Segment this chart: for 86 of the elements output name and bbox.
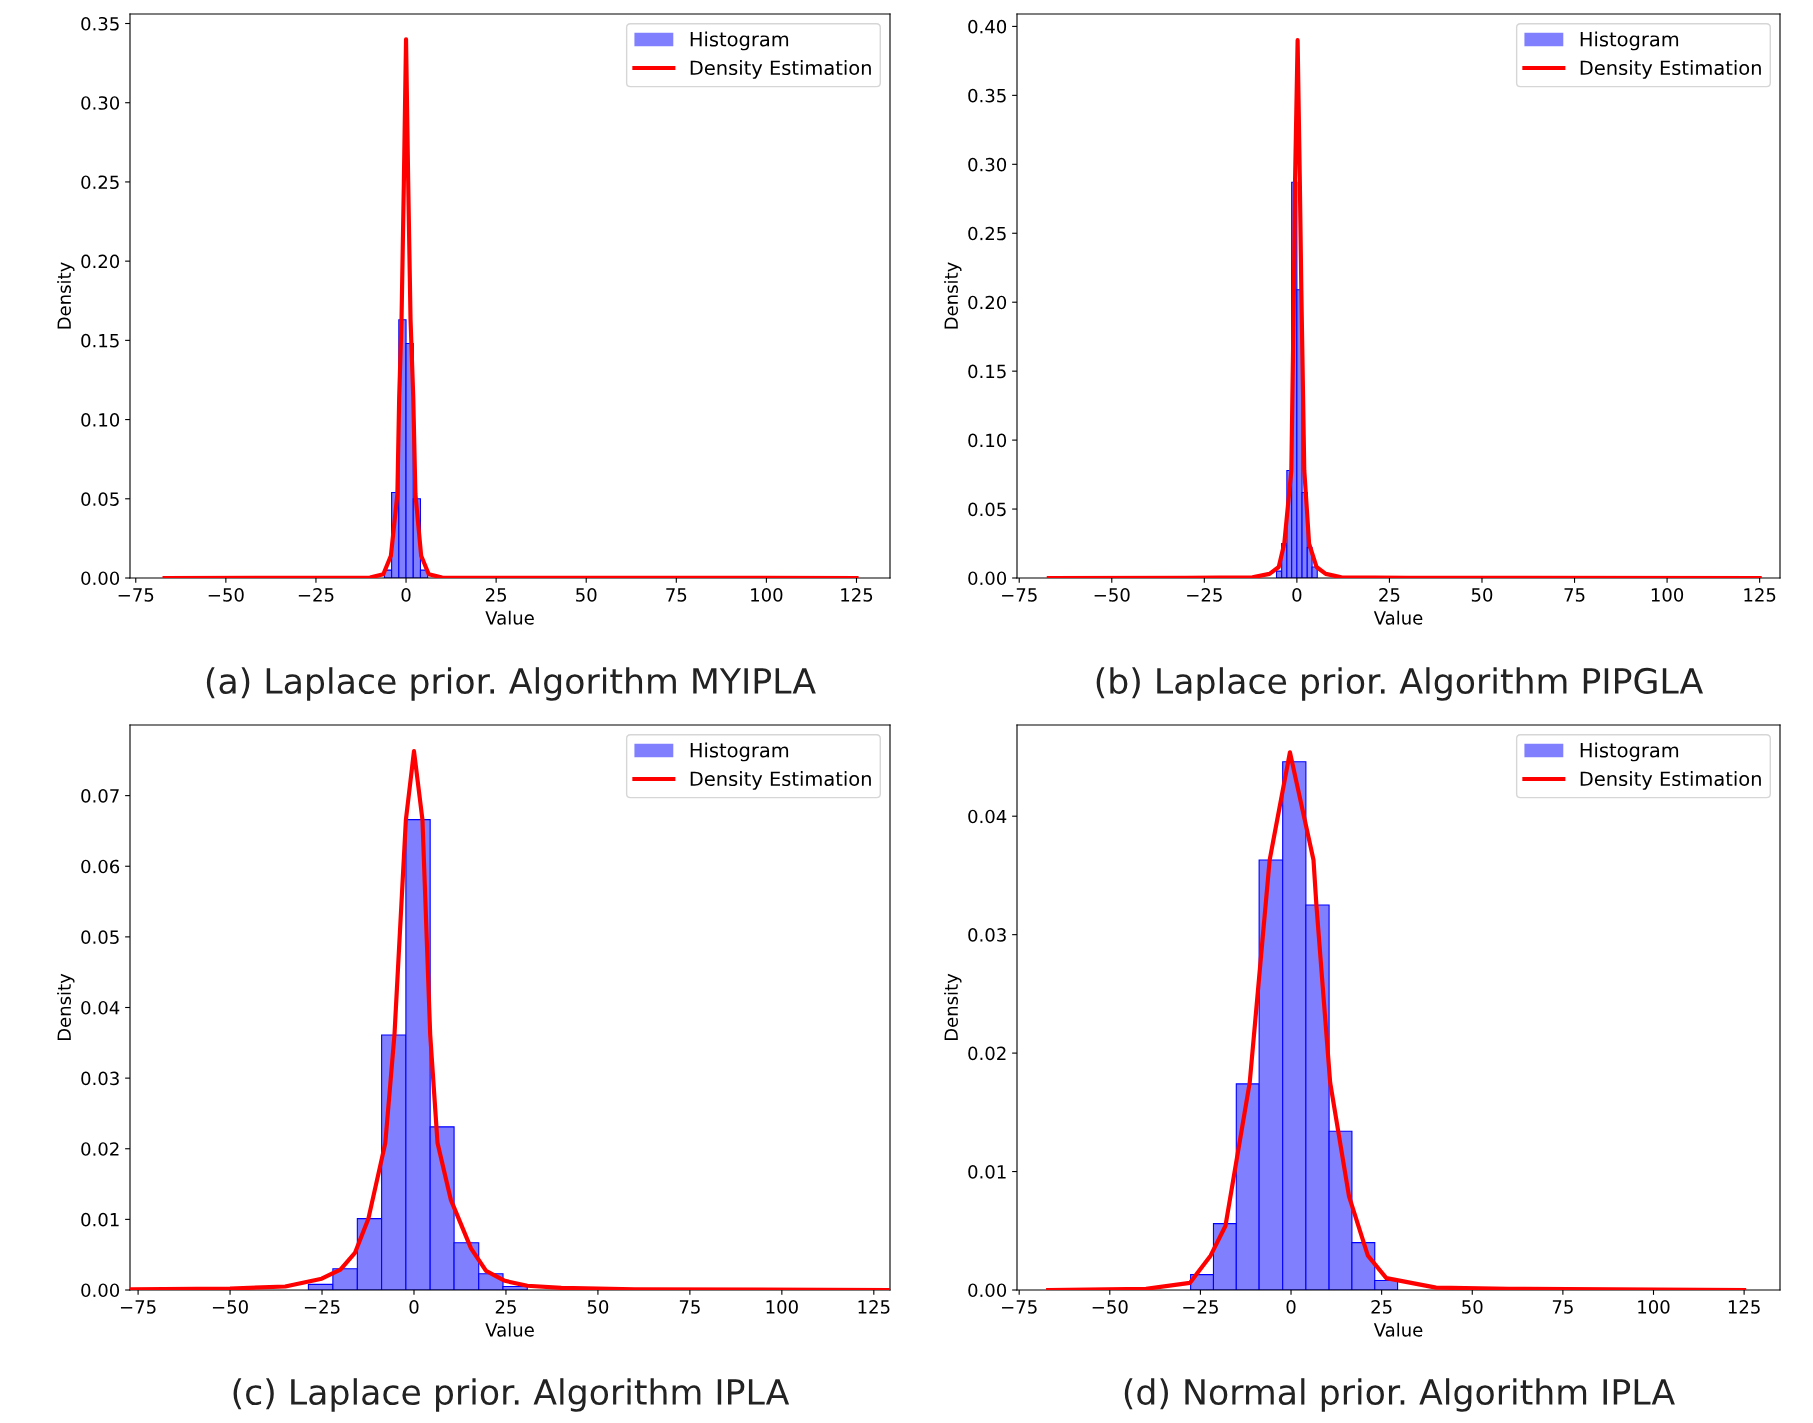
x-tick-label: 50 bbox=[1462, 1300, 1483, 1314]
x-tick-label: −50 bbox=[1094, 588, 1130, 602]
x-tick-label: 0 bbox=[1286, 1300, 1296, 1314]
x-tick-label: −50 bbox=[1092, 1300, 1128, 1314]
y-tick-label: 0.35 bbox=[81, 16, 119, 31]
legend-label: Density Estimation bbox=[1580, 60, 1761, 79]
x-axis-title: Value bbox=[1373, 1322, 1423, 1337]
legend-label: Histogram bbox=[1580, 742, 1679, 762]
x-tick-label: −25 bbox=[1187, 588, 1222, 602]
x-tick-label: 100 bbox=[766, 1300, 798, 1314]
y-tick-label: 0.30 bbox=[968, 157, 1007, 172]
y-tick-label: 0.10 bbox=[81, 413, 120, 427]
y-tick-label: 0.25 bbox=[968, 226, 1006, 241]
x-tick-label: 75 bbox=[1564, 588, 1585, 602]
x-tick-label: 100 bbox=[1651, 588, 1684, 602]
legend-label: Density Estimation bbox=[690, 60, 871, 79]
y-tick-label: 0.00 bbox=[81, 571, 120, 586]
legend-label: Histogram bbox=[1580, 31, 1679, 51]
y-tick-label: 0.25 bbox=[81, 175, 119, 190]
x-tick-label: 75 bbox=[666, 588, 687, 602]
x-axis-title: Value bbox=[485, 1322, 534, 1337]
y-axis-title: Density bbox=[944, 262, 962, 329]
y-tick-label: 0.07 bbox=[81, 789, 119, 803]
x-tick-label: 0 bbox=[409, 1300, 419, 1314]
x-tick-label: 100 bbox=[751, 588, 783, 602]
x-tick-label: −25 bbox=[304, 1300, 340, 1314]
x-tick-label: 75 bbox=[1552, 1300, 1573, 1314]
x-tick-label: 125 bbox=[1728, 1300, 1760, 1314]
x-tick-label: −75 bbox=[1002, 588, 1037, 602]
x-axis-title: Value bbox=[1373, 610, 1423, 625]
x-tick-label: 125 bbox=[841, 588, 873, 602]
y-tick-label: 0.40 bbox=[968, 19, 1007, 34]
x-tick-label: −50 bbox=[212, 1300, 248, 1314]
x-tick-label: 75 bbox=[679, 1300, 700, 1314]
y-tick-label: 0.01 bbox=[968, 1165, 1006, 1179]
x-tick-label: 50 bbox=[587, 1300, 609, 1314]
x-tick-label: 0 bbox=[401, 588, 411, 602]
text: (a) Laplace prior. Algorithm MYIPLA bbox=[206, 667, 816, 701]
y-tick-label: 0.05 bbox=[968, 502, 1006, 517]
x-tick-label: −75 bbox=[1002, 1300, 1037, 1314]
y-tick-label: 0.15 bbox=[968, 364, 1006, 379]
y-tick-label: 0.00 bbox=[968, 1283, 1007, 1298]
x-tick-label: 25 bbox=[1379, 588, 1400, 602]
y-tick-label: 0.00 bbox=[81, 1283, 120, 1298]
y-tick-label: 0.35 bbox=[968, 88, 1006, 103]
y-tick-label: 0.04 bbox=[968, 809, 1007, 824]
legend-label: Density Estimation bbox=[1580, 771, 1761, 790]
y-tick-label: 0.20 bbox=[81, 254, 120, 269]
y-tick-label: 0.05 bbox=[81, 492, 119, 506]
y-axis-title: Density bbox=[57, 262, 75, 329]
y-axis-title: Density bbox=[944, 973, 962, 1041]
text: (b) Laplace prior. Algorithm PIPGLA bbox=[1096, 667, 1704, 701]
x-tick-label: −25 bbox=[1183, 1300, 1218, 1314]
y-tick-label: 0.03 bbox=[968, 928, 1006, 942]
text: (c) Laplace prior. Algorithm IPLA bbox=[233, 1378, 790, 1412]
y-tick-label: 0.30 bbox=[81, 96, 120, 110]
x-tick-label: 0 bbox=[1292, 588, 1302, 602]
x-tick-label: 25 bbox=[1371, 1300, 1392, 1314]
x-tick-label: −50 bbox=[208, 588, 244, 602]
x-tick-label: 25 bbox=[485, 588, 507, 602]
y-tick-label: 0.04 bbox=[81, 1000, 120, 1015]
y-tick-label: 0.06 bbox=[81, 859, 120, 874]
legend-label: Histogram bbox=[690, 742, 789, 762]
y-tick-label: 0.20 bbox=[968, 295, 1007, 310]
text: (d) Normal prior. Algorithm IPLA bbox=[1124, 1378, 1675, 1412]
y-tick-label: 0.02 bbox=[81, 1142, 119, 1156]
y-tick-label: 0.10 bbox=[968, 433, 1007, 448]
x-axis-title: Value bbox=[485, 610, 534, 625]
x-tick-label: 125 bbox=[858, 1300, 890, 1314]
y-axis-title: Density bbox=[57, 973, 75, 1041]
x-tick-label: 50 bbox=[1471, 588, 1493, 602]
y-tick-label: 0.02 bbox=[968, 1046, 1006, 1061]
x-tick-label: 50 bbox=[576, 588, 597, 602]
y-tick-label: 0.03 bbox=[81, 1071, 119, 1086]
x-tick-label: −75 bbox=[118, 588, 154, 602]
y-tick-label: 0.15 bbox=[81, 333, 119, 348]
legend-label: Histogram bbox=[690, 31, 789, 51]
legend-label: Density Estimation bbox=[690, 771, 871, 790]
x-tick-label: −75 bbox=[120, 1300, 156, 1314]
x-tick-label: 100 bbox=[1638, 1300, 1670, 1314]
x-tick-label: −25 bbox=[298, 588, 334, 602]
x-tick-label: 25 bbox=[495, 1300, 516, 1314]
y-tick-label: 0.01 bbox=[81, 1212, 119, 1227]
y-tick-label: 0.00 bbox=[968, 571, 1007, 586]
x-tick-label: 125 bbox=[1744, 588, 1776, 602]
y-tick-label: 0.05 bbox=[81, 930, 119, 944]
